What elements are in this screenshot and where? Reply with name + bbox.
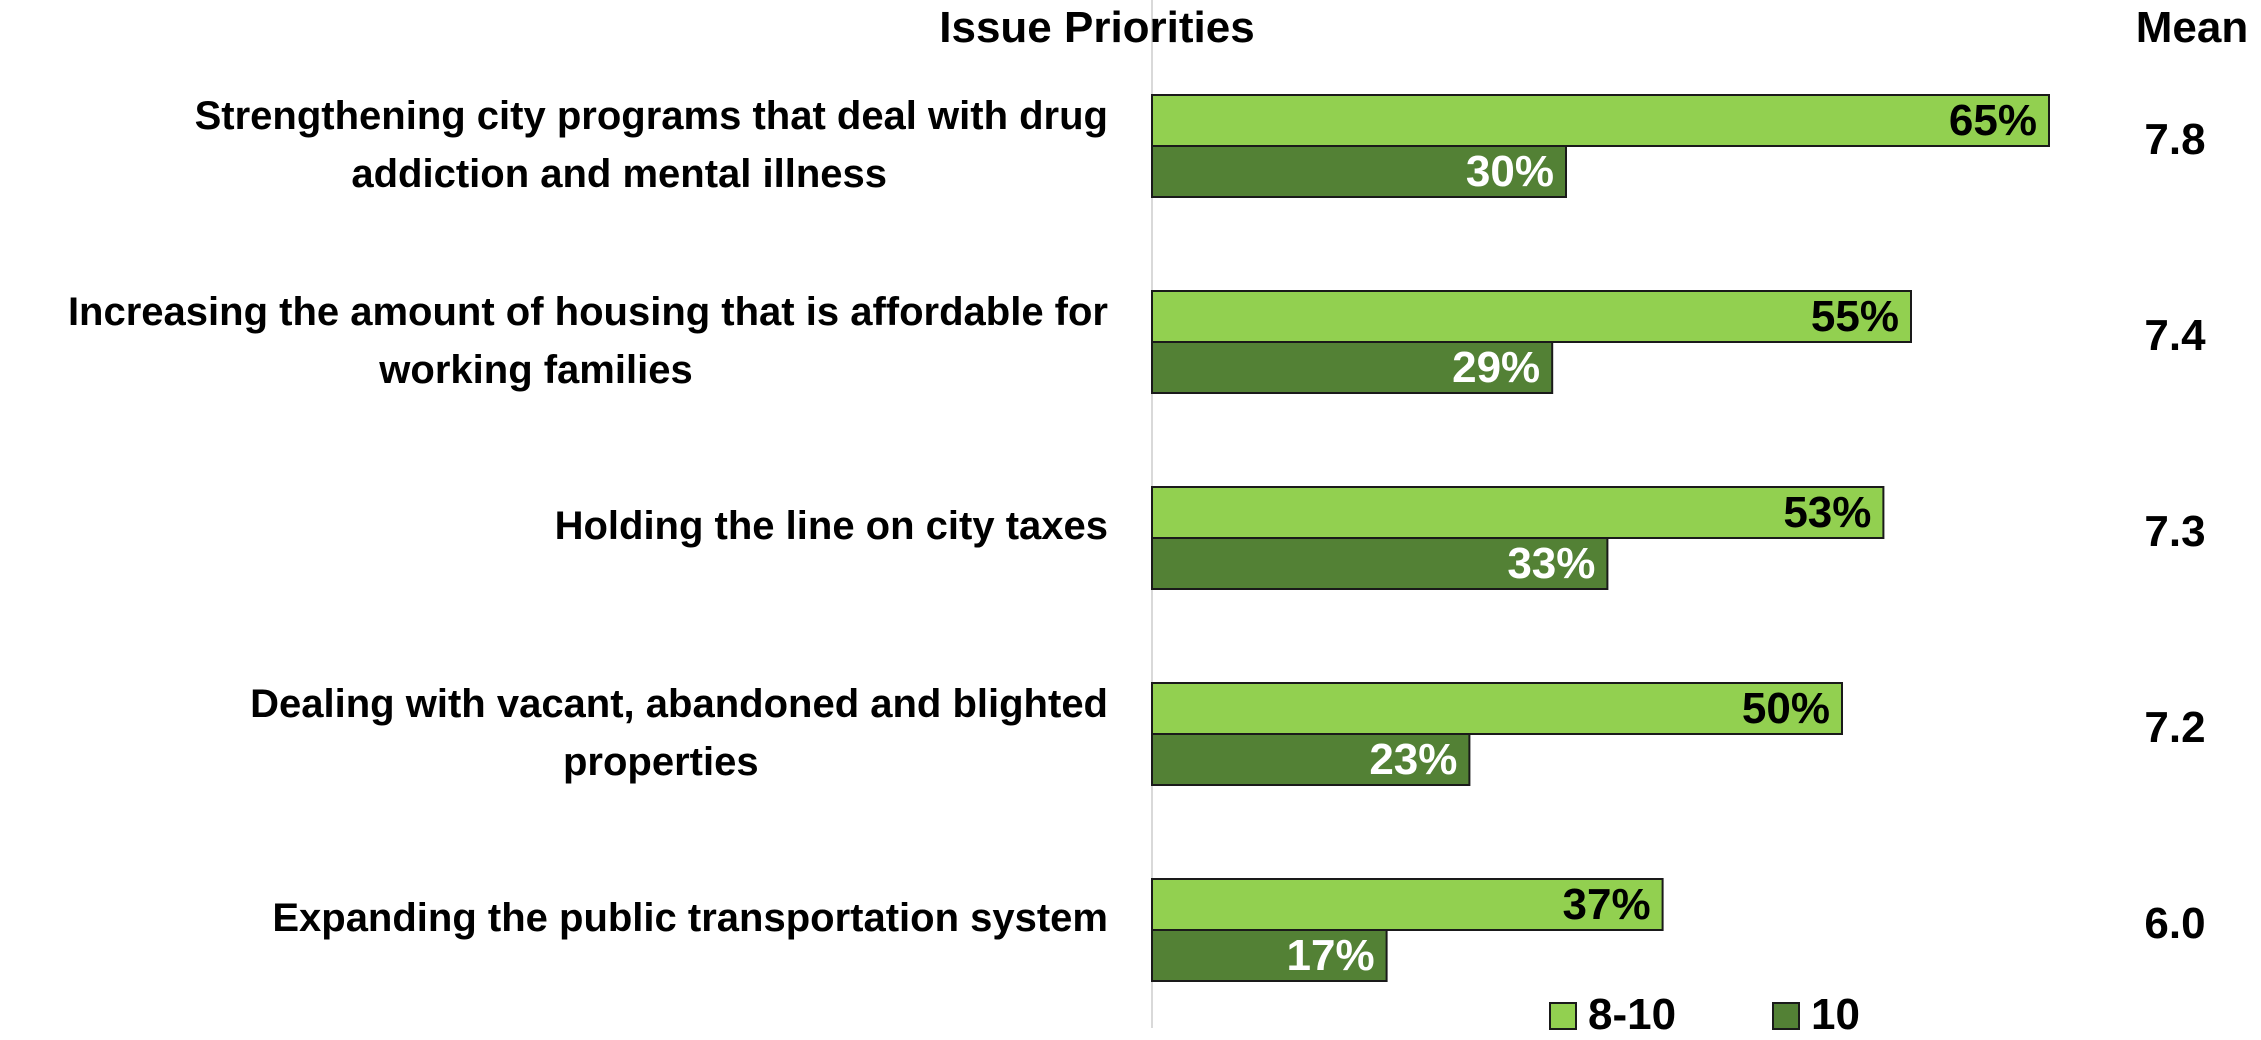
data-label-8-10: 65%: [1949, 96, 2037, 145]
bar-10: [1151, 341, 1554, 394]
data-label-10: 29%: [1452, 343, 1540, 392]
chart-title: Issue Priorities: [939, 3, 1254, 52]
bar-8-10: [1151, 290, 1912, 343]
data-label-8-10: 50%: [1742, 684, 1830, 733]
legend-label-10: 10: [1811, 990, 1860, 1035]
mean-value: 7.3: [2144, 507, 2205, 556]
bar-8-10: [1151, 94, 2050, 147]
data-label-8-10: 37%: [1563, 880, 1651, 929]
legend-swatch-8-10: [1549, 1002, 1577, 1030]
data-label-10: 33%: [1507, 539, 1595, 588]
mean-value: 7.2: [2144, 703, 2205, 752]
data-label-10: 30%: [1466, 147, 1554, 196]
legend: 8-10 10: [1549, 990, 1860, 1039]
data-label-10: 23%: [1369, 735, 1457, 784]
category-label: Strengthening city programs that deal wi…: [195, 94, 1108, 196]
bar-10: [1151, 145, 1567, 198]
bar-8-10: [1151, 486, 1885, 539]
category-label: Dealing with vacant, abandoned and bligh…: [250, 682, 1108, 784]
category-label: Expanding the public transportation syst…: [272, 896, 1108, 940]
bar-8-10: [1151, 682, 1843, 735]
category-label: Increasing the amount of housing that is…: [68, 290, 1108, 392]
data-label-10: 17%: [1287, 931, 1375, 980]
category-label: Holding the line on city taxes: [555, 504, 1108, 548]
bar-10: [1151, 537, 1609, 590]
mean-value: 7.4: [2144, 311, 2206, 360]
data-label-8-10: 55%: [1811, 292, 1899, 341]
mean-value: 7.8: [2144, 115, 2205, 164]
data-label-8-10: 53%: [1783, 488, 1871, 537]
bar-8-10: [1151, 878, 1664, 931]
mean-column-header: Mean: [2136, 3, 2248, 52]
legend-label-8-10: 8-10: [1588, 990, 1676, 1035]
bar-10: [1151, 929, 1388, 982]
legend-swatch-10: [1772, 1002, 1800, 1030]
mean-value: 6.0: [2144, 899, 2205, 948]
bar-10: [1151, 733, 1471, 786]
